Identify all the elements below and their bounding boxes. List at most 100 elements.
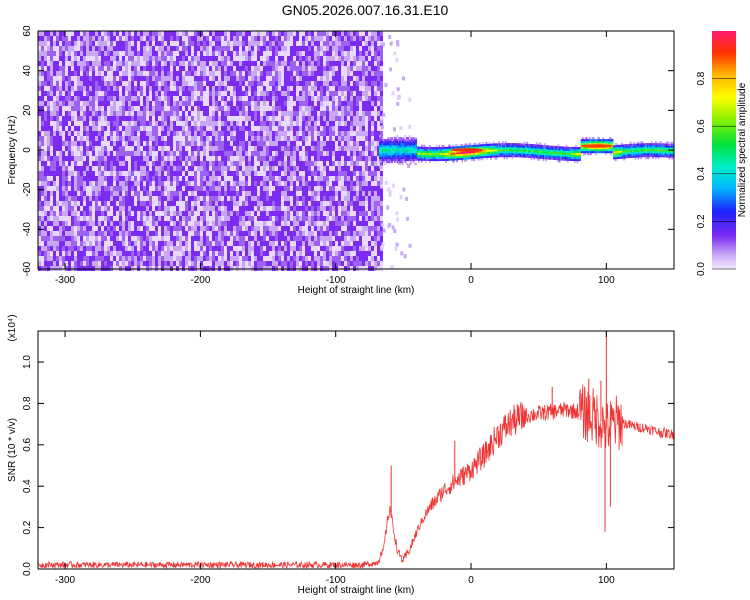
heatmap-noise-cell (41, 226, 44, 231)
heatmap-noise-cell (245, 186, 248, 191)
heatmap-noise-cell (173, 141, 176, 146)
heatmap-noise-cell (191, 256, 194, 261)
heatmap-noise-cell (188, 126, 191, 131)
heatmap-noise-cell (41, 101, 44, 106)
heatmap-noise-cell (194, 251, 197, 256)
heatmap-noise-cell (107, 41, 110, 46)
heatmap-noise-cell (242, 86, 245, 91)
heatmap-noise-cell (164, 186, 167, 191)
heatmap-noise-cell (347, 46, 350, 51)
heatmap-noise-cell (185, 151, 188, 156)
heatmap-noise-cell (290, 136, 293, 141)
heatmap-noise-cell (302, 231, 305, 236)
heatmap-noise-cell (341, 261, 344, 266)
heatmap-noise-cell (212, 126, 215, 131)
heatmap-noise-cell (182, 56, 185, 61)
heatmap-noise-cell (131, 146, 134, 151)
heatmap-noise-cell (143, 81, 146, 86)
heatmap-noise-cell (275, 41, 278, 46)
heatmap-noise-cell (218, 241, 221, 246)
heatmap-noise-cell (65, 106, 68, 111)
heatmap-noise-cell (92, 36, 95, 41)
heatmap-noise-cell (263, 46, 266, 51)
heatmap-noise-cell (269, 191, 272, 196)
heatmap-noise-cell (332, 71, 335, 76)
heatmap-noise-cell (335, 161, 338, 166)
heatmap-noise-cell (323, 171, 326, 176)
heatmap-noise-cell (248, 226, 251, 231)
heatmap-noise-cell (155, 81, 158, 86)
heatmap-noise-cell (194, 236, 197, 241)
heatmap-noise-cell (305, 96, 308, 101)
heatmap-noise-cell (323, 66, 326, 71)
heatmap-noise-cell (116, 166, 119, 171)
heatmap-noise-cell (248, 161, 251, 166)
heatmap-noise-cell (116, 111, 119, 116)
heatmap-noise-cell (251, 111, 254, 116)
heatmap-noise-cell (149, 96, 152, 101)
heatmap-noise-cell (185, 221, 188, 226)
heatmap-noise-cell (227, 196, 230, 201)
heatmap-noise-cell (266, 146, 269, 151)
heatmap-noise-cell (140, 246, 143, 251)
heatmap-noise-cell (101, 136, 104, 141)
heatmap-noise-cell (230, 146, 233, 151)
heatmap-noise-cell (68, 66, 71, 71)
heatmap-noise-cell (56, 186, 59, 191)
heatmap-noise-cell (98, 66, 101, 71)
heatmap-noise-cell (206, 101, 209, 106)
heatmap-noise-cell (227, 151, 230, 156)
heatmap-noise-cell (317, 261, 320, 266)
heatmap-noise-cell (74, 66, 77, 71)
heatmap-noise-cell (74, 61, 77, 66)
heatmap-noise-cell (341, 126, 344, 131)
heatmap-noise-cell (167, 216, 170, 221)
heatmap-noise-cell (38, 151, 41, 156)
heatmap-noise-cell (230, 181, 233, 186)
heatmap-noise-cell (62, 206, 65, 211)
heatmap-noise-cell (110, 166, 113, 171)
heatmap-noise-cell (95, 111, 98, 116)
heatmap-noise-cell (179, 151, 182, 156)
heatmap-noise-cell (257, 136, 260, 141)
heatmap-noise-cell (203, 86, 206, 91)
heatmap-noise-cell (140, 76, 143, 81)
heatmap-noise-cell (98, 201, 101, 206)
heatmap-noise-cell (98, 61, 101, 66)
heatmap-noise-cell (68, 71, 71, 76)
heatmap-noise-cell (299, 156, 302, 161)
heatmap-noise-cell (179, 181, 182, 186)
heatmap-noise-cell (56, 146, 59, 151)
heatmap-noise-cell (152, 171, 155, 176)
heatmap-noise-cell (242, 196, 245, 201)
heatmap-noise-cell (164, 251, 167, 256)
heatmap-noise-cell (335, 91, 338, 96)
heatmap-noise-cell (59, 186, 62, 191)
heatmap-noise-cell (155, 126, 158, 131)
heatmap-noise-cell (296, 36, 299, 41)
heatmap-noise-cell (275, 126, 278, 131)
heatmap-noise-cell (194, 76, 197, 81)
heatmap-noise-cell (263, 116, 266, 121)
heatmap-noise-cell (149, 101, 152, 106)
heatmap-noise-cell (113, 46, 116, 51)
heatmap-noise-cell (86, 111, 89, 116)
heatmap-noise-cell (107, 216, 110, 221)
heatmap-noise-cell (173, 31, 176, 36)
heatmap-noise-cell (236, 161, 239, 166)
heatmap-noise-cell (341, 226, 344, 231)
heatmap-noise-cell (227, 256, 230, 261)
heatmap-noise-cell (200, 96, 203, 101)
heatmap-noise-cell (167, 191, 170, 196)
heatmap-noise-cell (134, 76, 137, 81)
heatmap-noise-cell (332, 156, 335, 161)
heatmap-noise-cell (41, 161, 44, 166)
heatmap-noise-cell (53, 231, 56, 236)
heatmap-noise-cell (326, 96, 329, 101)
heatmap-noise-cell (245, 66, 248, 71)
heatmap-noise-cell (197, 191, 200, 196)
heatmap-noise-cell (290, 61, 293, 66)
heatmap-noise-cell (92, 206, 95, 211)
heatmap-noise-cell (167, 101, 170, 106)
heatmap-noise-cell (251, 251, 254, 256)
